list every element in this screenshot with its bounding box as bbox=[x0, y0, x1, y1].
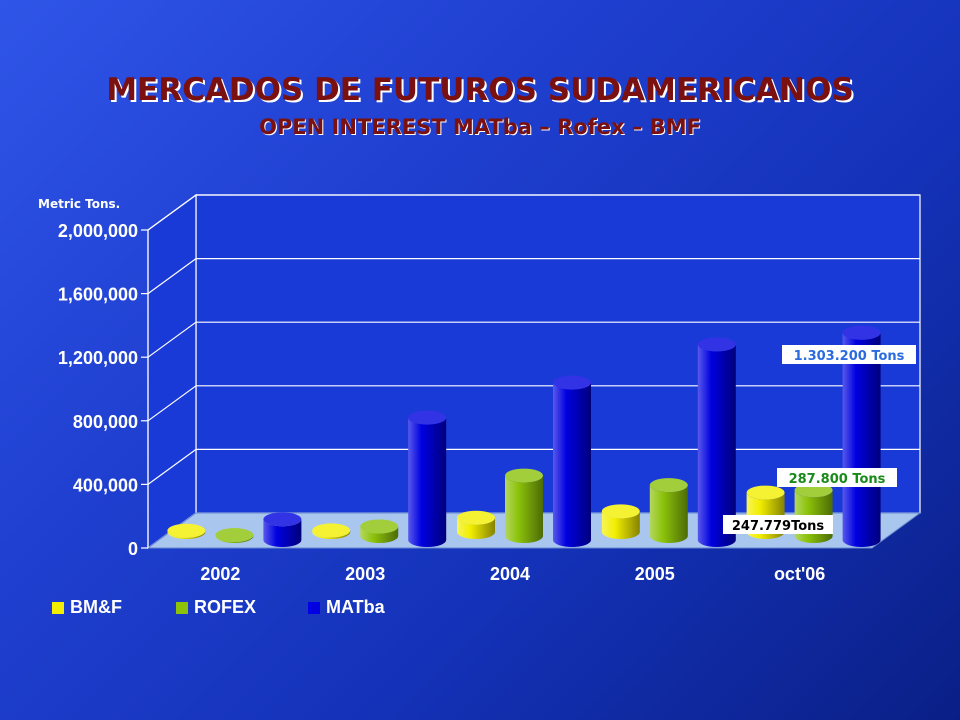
bar-top-bmf-2003 bbox=[312, 523, 351, 538]
legend-swatch-rofex bbox=[176, 601, 188, 614]
gridline bbox=[147, 258, 920, 295]
bar-bmf-2005 bbox=[601, 511, 640, 539]
y-tick-label: 400,000 bbox=[73, 475, 138, 495]
y-axis-label: Metric Tons. bbox=[38, 197, 120, 211]
bar-top-bmf-oct06 bbox=[746, 485, 785, 500]
bar-top-matba-oct06 bbox=[842, 325, 881, 340]
bar-rofex-2003 bbox=[360, 526, 399, 544]
legend-item-bmf: BM&F bbox=[52, 597, 122, 618]
x-tick-label: 2002 bbox=[200, 564, 240, 584]
legend-label-bmf: BM&F bbox=[70, 597, 122, 617]
bar-top-rofex-2002 bbox=[215, 528, 254, 543]
legend-item-matba: MATba bbox=[308, 597, 385, 618]
legend-item-rofex: ROFEX bbox=[176, 597, 256, 618]
bar-matba-2004 bbox=[553, 382, 591, 547]
annotation-label: 1.303.200 Tons bbox=[794, 349, 905, 364]
bar-bmf-2002 bbox=[167, 530, 206, 539]
annotation-box bbox=[782, 345, 916, 364]
y-tick-label: 0 bbox=[128, 539, 138, 559]
bar-rofex-2005 bbox=[649, 485, 688, 544]
bar-bmf-2004 bbox=[457, 517, 495, 539]
legend-swatch-matba bbox=[308, 601, 320, 614]
x-tick-label: oct'06 bbox=[774, 564, 825, 584]
bar-top-rofex-2003 bbox=[360, 519, 399, 534]
legend-label-rofex: ROFEX bbox=[194, 597, 257, 617]
bar-matba-2005 bbox=[697, 344, 736, 547]
y-tick-label: 800,000 bbox=[73, 412, 138, 432]
bar-top-bmf-2004 bbox=[457, 510, 495, 525]
x-tick-label: 2004 bbox=[490, 564, 530, 584]
bar-top-bmf-2002 bbox=[167, 523, 206, 538]
legend-swatch-bmf bbox=[52, 601, 64, 614]
gridline bbox=[147, 385, 920, 422]
bar-top-matba-2002 bbox=[263, 512, 302, 527]
annotation-box bbox=[777, 468, 897, 487]
y-tick-label: 1,600,000 bbox=[58, 285, 138, 305]
y-tick-label: 1,200,000 bbox=[58, 348, 138, 368]
bar-matba-2002 bbox=[263, 519, 302, 547]
bar-top-matba-2005 bbox=[697, 337, 736, 352]
bar-matba-oct06 bbox=[842, 332, 881, 547]
bar-matba-2003 bbox=[408, 417, 447, 547]
bar-top-matba-2003 bbox=[408, 410, 447, 425]
legend-label-matba: MATba bbox=[326, 597, 385, 617]
annotation-label: 287.800 Tons bbox=[789, 472, 886, 487]
gridline bbox=[147, 321, 920, 358]
x-tick-label: 2005 bbox=[635, 564, 675, 584]
bar-top-rofex-2004 bbox=[505, 468, 543, 483]
gridline bbox=[147, 194, 920, 231]
annotation-box bbox=[723, 515, 833, 534]
bar-top-bmf-2005 bbox=[601, 504, 640, 519]
x-tick-label: 2003 bbox=[345, 564, 385, 584]
side-wall bbox=[147, 193, 197, 550]
bar-rofex-2004 bbox=[505, 475, 543, 543]
bar-top-rofex-2005 bbox=[649, 478, 688, 493]
chart-title: MERCADOS DE FUTUROS SUDAMERICANOS bbox=[106, 72, 854, 108]
legend: BM&F ROFEX MATba bbox=[52, 597, 472, 623]
bar-top-matba-2004 bbox=[553, 375, 591, 390]
gridline bbox=[147, 448, 920, 485]
bar-bmf-2003 bbox=[312, 530, 351, 539]
y-tick-label: 2,000,000 bbox=[58, 221, 138, 241]
chart-subtitle: OPEN INTEREST MATba – Rofex – BMF bbox=[259, 115, 701, 139]
annotation-label: 247.779Tons bbox=[732, 519, 825, 534]
